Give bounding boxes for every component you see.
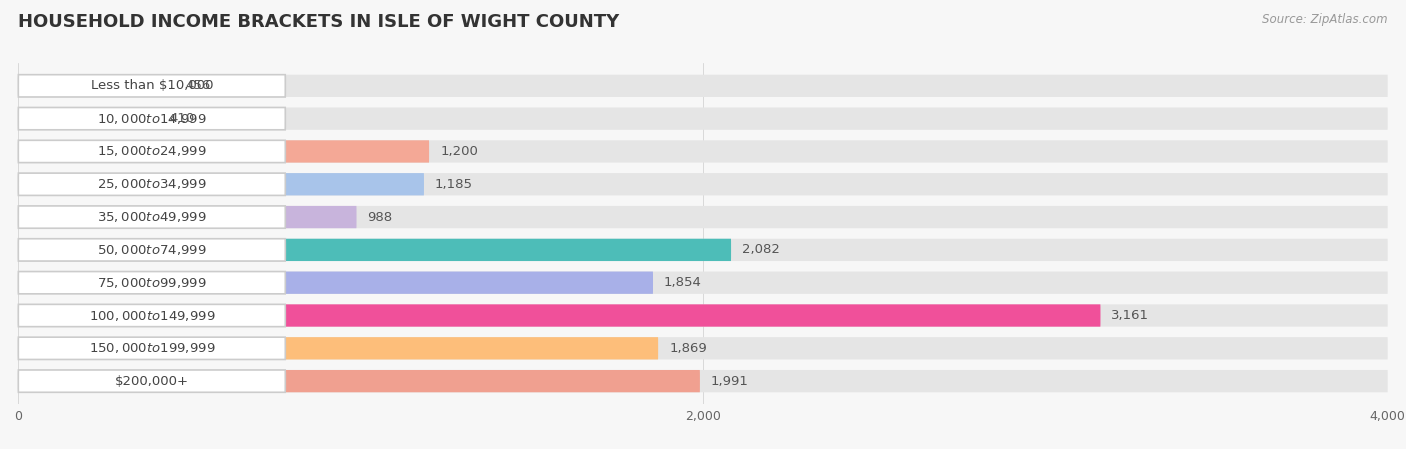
FancyBboxPatch shape	[18, 239, 285, 261]
FancyBboxPatch shape	[18, 140, 285, 163]
Text: $25,000 to $34,999: $25,000 to $34,999	[97, 177, 207, 191]
FancyBboxPatch shape	[18, 173, 1388, 195]
Text: HOUSEHOLD INCOME BRACKETS IN ISLE OF WIGHT COUNTY: HOUSEHOLD INCOME BRACKETS IN ISLE OF WIG…	[18, 13, 620, 31]
FancyBboxPatch shape	[18, 239, 731, 261]
Text: $100,000 to $149,999: $100,000 to $149,999	[89, 308, 215, 322]
FancyBboxPatch shape	[18, 173, 425, 195]
FancyBboxPatch shape	[18, 173, 285, 195]
Text: 1,869: 1,869	[669, 342, 707, 355]
Text: 456: 456	[186, 79, 211, 92]
FancyBboxPatch shape	[18, 370, 285, 392]
FancyBboxPatch shape	[18, 304, 1101, 327]
Text: 988: 988	[367, 211, 392, 224]
FancyBboxPatch shape	[18, 370, 700, 392]
FancyBboxPatch shape	[18, 337, 658, 360]
Text: $10,000 to $14,999: $10,000 to $14,999	[97, 112, 207, 126]
Text: 1,854: 1,854	[664, 276, 702, 289]
Text: 1,991: 1,991	[711, 374, 749, 387]
FancyBboxPatch shape	[18, 75, 285, 97]
FancyBboxPatch shape	[18, 107, 159, 130]
FancyBboxPatch shape	[18, 140, 429, 163]
FancyBboxPatch shape	[18, 206, 285, 228]
Text: 1,185: 1,185	[434, 178, 472, 191]
FancyBboxPatch shape	[18, 206, 357, 228]
FancyBboxPatch shape	[18, 107, 285, 130]
Text: $75,000 to $99,999: $75,000 to $99,999	[97, 276, 207, 290]
FancyBboxPatch shape	[18, 304, 285, 327]
FancyBboxPatch shape	[18, 337, 1388, 360]
Text: $150,000 to $199,999: $150,000 to $199,999	[89, 341, 215, 355]
Text: 2,082: 2,082	[742, 243, 780, 256]
FancyBboxPatch shape	[18, 272, 1388, 294]
Text: Less than $10,000: Less than $10,000	[90, 79, 214, 92]
FancyBboxPatch shape	[18, 206, 1388, 228]
Text: Source: ZipAtlas.com: Source: ZipAtlas.com	[1263, 13, 1388, 26]
FancyBboxPatch shape	[18, 272, 652, 294]
FancyBboxPatch shape	[18, 337, 285, 360]
FancyBboxPatch shape	[18, 75, 1388, 97]
Text: $200,000+: $200,000+	[115, 374, 188, 387]
Text: $50,000 to $74,999: $50,000 to $74,999	[97, 243, 207, 257]
FancyBboxPatch shape	[18, 75, 174, 97]
FancyBboxPatch shape	[18, 107, 1388, 130]
FancyBboxPatch shape	[18, 370, 1388, 392]
FancyBboxPatch shape	[18, 272, 285, 294]
Text: 410: 410	[170, 112, 195, 125]
FancyBboxPatch shape	[18, 304, 1388, 327]
Text: 3,161: 3,161	[1111, 309, 1150, 322]
Text: $35,000 to $49,999: $35,000 to $49,999	[97, 210, 207, 224]
FancyBboxPatch shape	[18, 140, 1388, 163]
Text: 1,200: 1,200	[440, 145, 478, 158]
Text: $15,000 to $24,999: $15,000 to $24,999	[97, 145, 207, 158]
FancyBboxPatch shape	[18, 239, 1388, 261]
